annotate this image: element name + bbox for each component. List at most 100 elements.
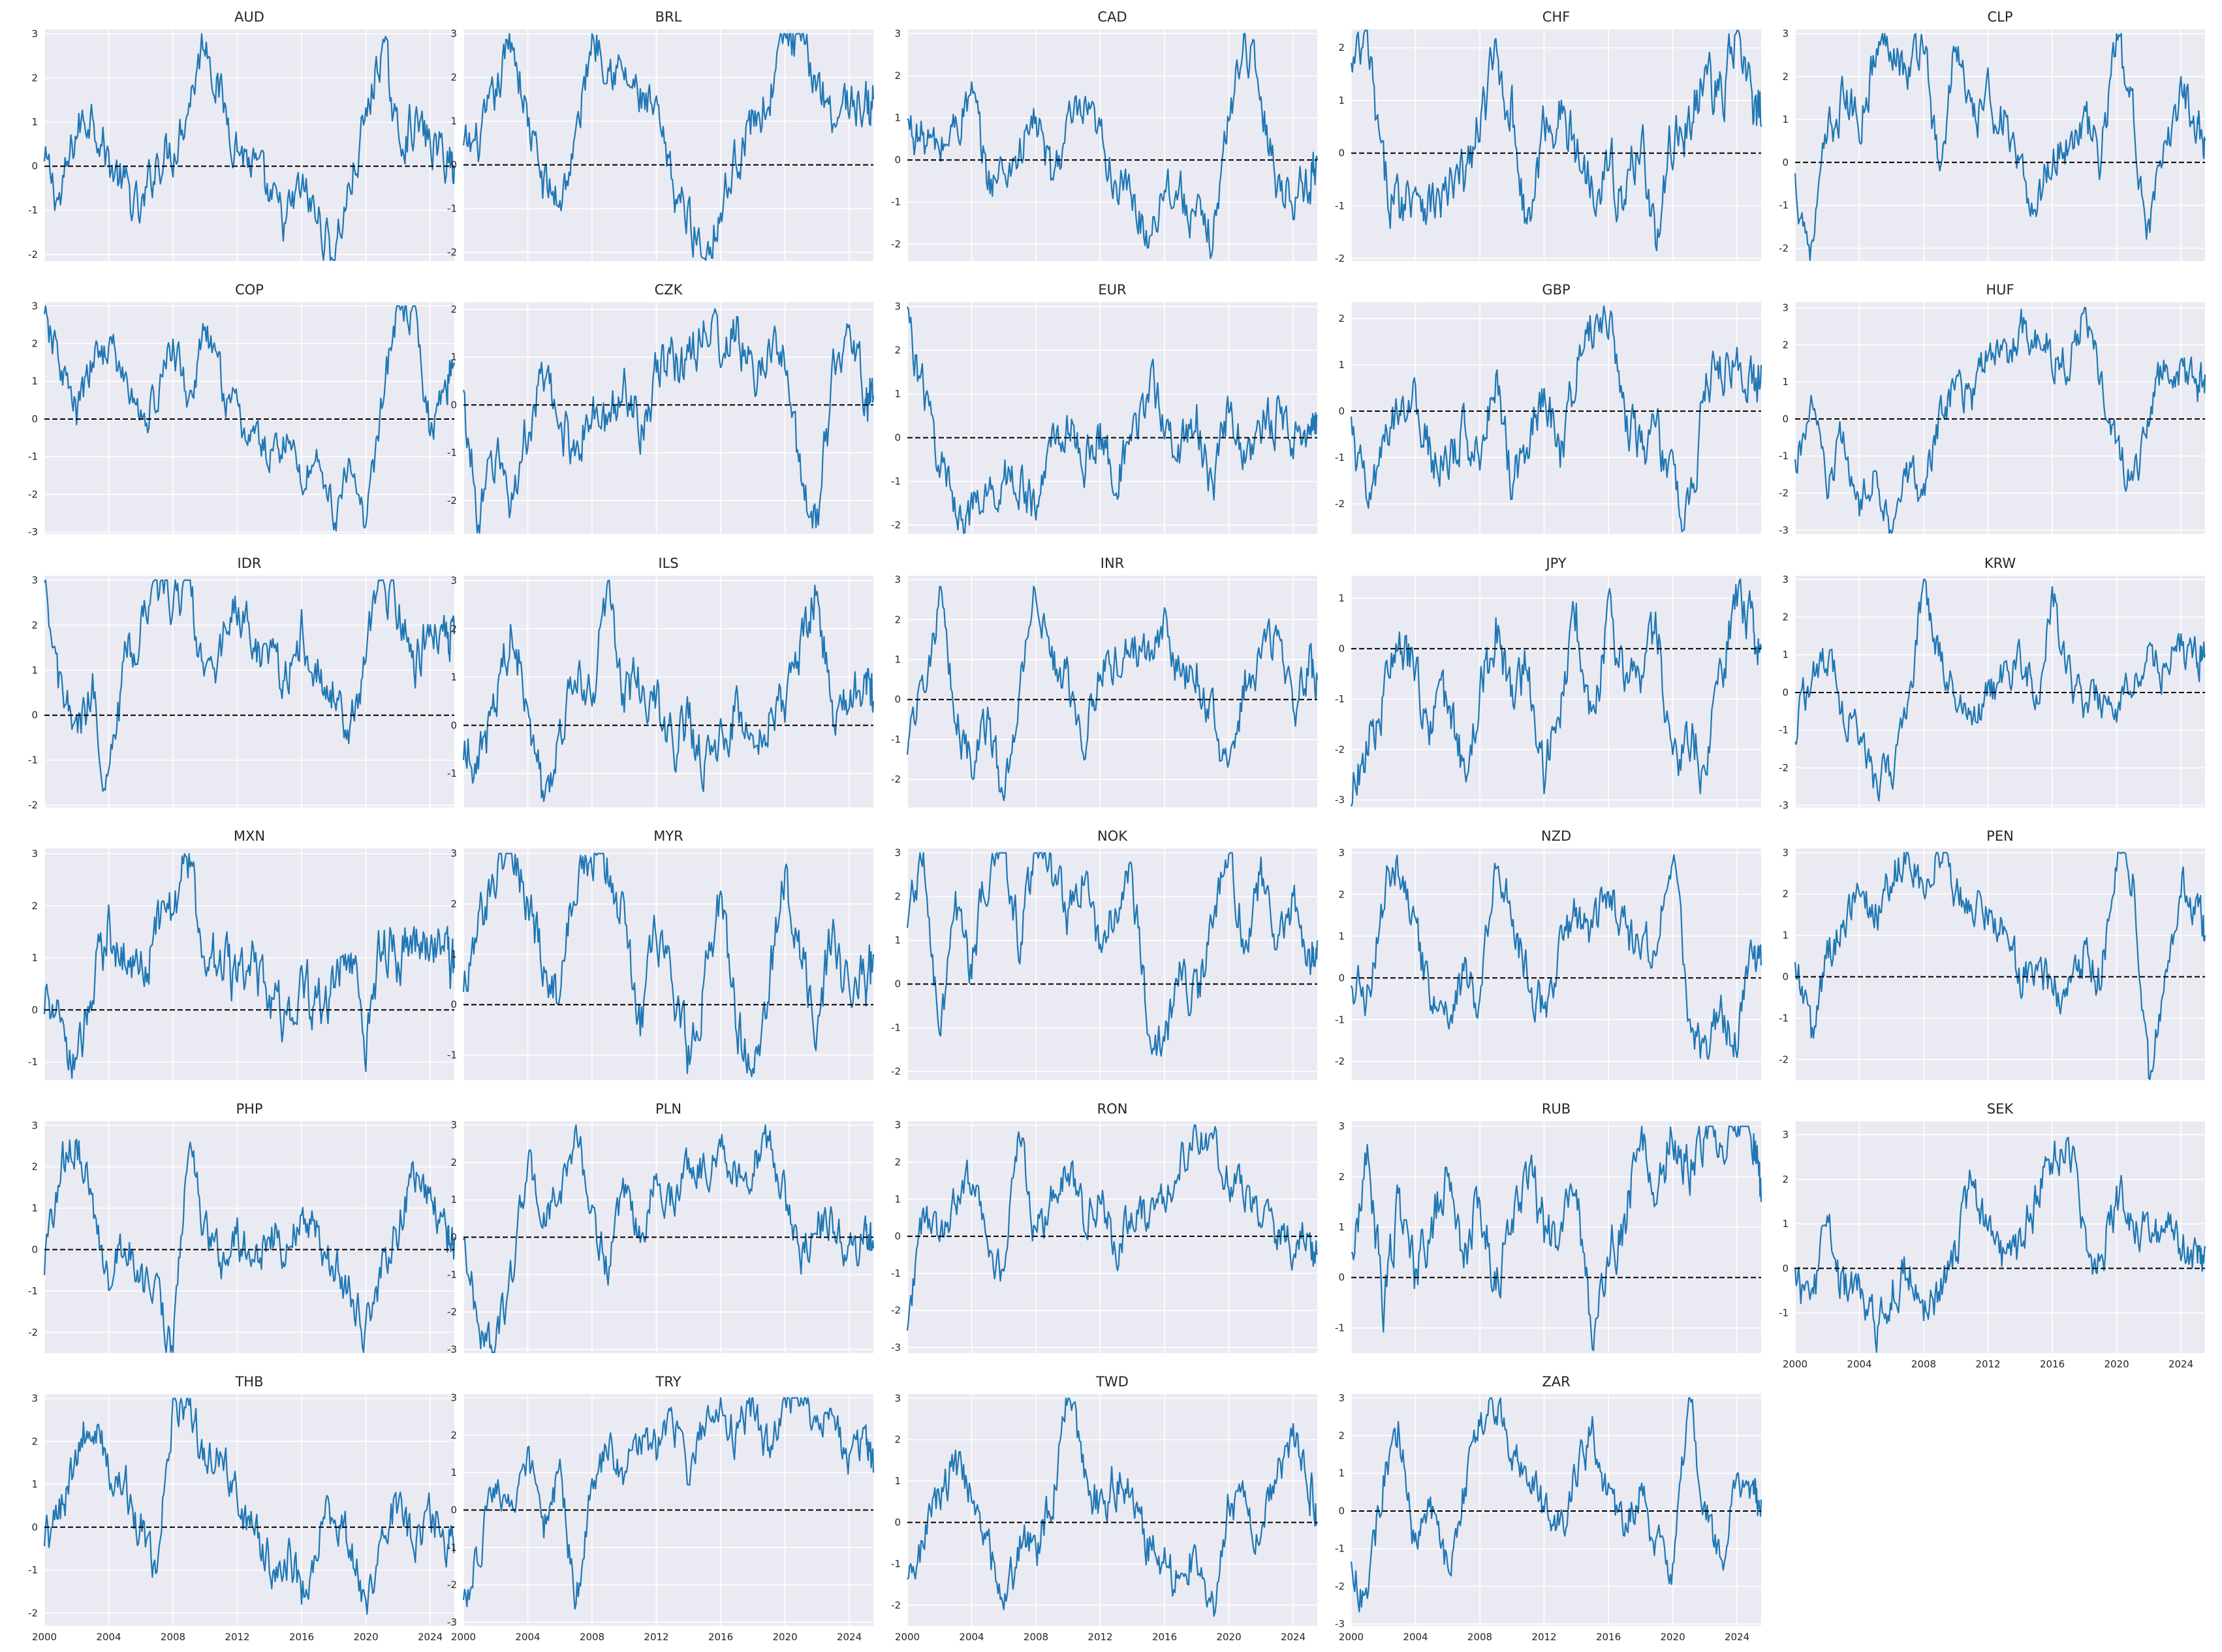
y-tick-label: -1: [891, 1558, 901, 1570]
chart-title: CAD: [1097, 9, 1127, 25]
y-tick-label: 2: [894, 891, 901, 903]
plot-area: [1351, 29, 1761, 261]
y-tick-label: 0: [1782, 687, 1789, 698]
series-line: [1794, 33, 2206, 261]
series-line: [44, 579, 456, 792]
y-tick-label: 0: [894, 1517, 901, 1529]
y-tick-label: -1: [891, 476, 901, 488]
y-tick-label: 2: [1338, 1429, 1345, 1441]
y-tick-label: 3: [894, 301, 901, 313]
chart-title: KRW: [1984, 555, 2016, 571]
plot-area: [44, 1121, 454, 1353]
y-tick-label: -2: [891, 520, 901, 531]
y-tick-label: -2: [447, 495, 457, 507]
chart-title: AUD: [234, 9, 264, 25]
y-tick-label: 1: [450, 1194, 457, 1206]
y-tick-label: 0: [894, 694, 901, 706]
y-tick-label: 1: [450, 351, 457, 363]
y-tick-label: 1: [450, 1467, 457, 1478]
x-tick-label: 2004: [515, 1631, 540, 1643]
y-tick-label: 2: [31, 1161, 38, 1173]
y-tick-label: -3: [891, 1341, 901, 1353]
x-tick-label: 2020: [1216, 1631, 1241, 1643]
y-tick-label: 3: [31, 1393, 38, 1405]
chart-title: NZD: [1541, 828, 1571, 844]
x-tick-label: 2020: [772, 1631, 797, 1643]
y-tick-label: -2: [891, 1599, 901, 1611]
x-tick-label: 2000: [895, 1631, 920, 1643]
y-tick-label: 1: [894, 654, 901, 666]
y-tick-label: -1: [447, 447, 457, 459]
series-line: [462, 1124, 875, 1353]
y-tick-label: -1: [447, 203, 457, 215]
y-tick-label: 1: [450, 116, 457, 127]
y-tick-label: 3: [1338, 1392, 1345, 1404]
x-tick-label: 2000: [1339, 1631, 1364, 1643]
y-tick-label: 0: [894, 432, 901, 444]
y-tick-label: 3: [1338, 847, 1345, 858]
y-tick-label: -1: [447, 1269, 457, 1281]
series-line: [907, 1397, 1318, 1617]
x-tick-label: 2004: [1847, 1358, 1871, 1370]
x-tick-label: 2020: [2104, 1358, 2129, 1370]
y-tick-label: 1: [1338, 1467, 1345, 1479]
y-tick-label: 3: [450, 1392, 457, 1404]
y-tick-label: 0: [894, 154, 901, 166]
y-tick-label: -2: [28, 249, 38, 260]
y-tick-label: 3: [894, 27, 901, 39]
y-tick-label: 2: [894, 70, 901, 82]
plot-area: [1351, 1394, 1761, 1626]
chart-title: GBP: [1542, 282, 1570, 298]
plot-area: [1795, 849, 2205, 1080]
x-tick-label: 2000: [1783, 1358, 1807, 1370]
y-tick-label: -2: [447, 1579, 457, 1591]
y-tick-label: 3: [1782, 28, 1789, 40]
chart-title: EUR: [1098, 282, 1126, 298]
y-tick-label: 2: [1782, 70, 1789, 82]
y-tick-label: 2: [894, 1156, 901, 1168]
y-tick-label: -1: [1779, 1307, 1789, 1319]
chart-title: ILS: [658, 555, 678, 571]
y-tick-label: 3: [1782, 847, 1789, 858]
y-tick-label: -1: [1335, 1322, 1345, 1333]
chart-title: RUB: [1542, 1101, 1571, 1117]
series-line: [462, 33, 875, 261]
x-tick-label: 2012: [1088, 1631, 1112, 1643]
y-tick-label: 3: [1782, 302, 1789, 314]
x-tick-label: 2024: [418, 1631, 443, 1643]
y-tick-label: 1: [1782, 1218, 1789, 1230]
y-tick-label: 2: [31, 337, 38, 349]
y-tick-label: -2: [1779, 1053, 1789, 1065]
y-tick-label: 0: [1338, 972, 1345, 984]
series-line: [462, 580, 875, 802]
plot-area: [1795, 1121, 2205, 1353]
y-tick-label: 2: [450, 304, 457, 315]
plot-area: [907, 849, 1317, 1080]
y-tick-label: -1: [28, 1565, 38, 1576]
y-tick-label: 2: [1338, 42, 1345, 54]
y-tick-label: 3: [1782, 1129, 1789, 1140]
chart-title: BRL: [655, 9, 682, 25]
y-tick-label: 0: [31, 1004, 38, 1016]
y-tick-label: -2: [28, 800, 38, 811]
y-tick-label: 3: [31, 28, 38, 40]
x-tick-label: 2008: [161, 1631, 185, 1643]
y-tick-label: -2: [1335, 253, 1345, 264]
y-tick-label: -2: [1335, 498, 1345, 510]
chart-title: PHP: [236, 1101, 262, 1117]
series-line: [462, 1397, 875, 1610]
y-tick-label: 3: [894, 574, 901, 585]
y-tick-label: -3: [447, 1616, 457, 1628]
y-tick-label: -2: [891, 1305, 901, 1317]
y-tick-label: -2: [447, 247, 457, 258]
series-line: [1794, 578, 2206, 802]
chart-title: CLP: [1987, 9, 2012, 25]
